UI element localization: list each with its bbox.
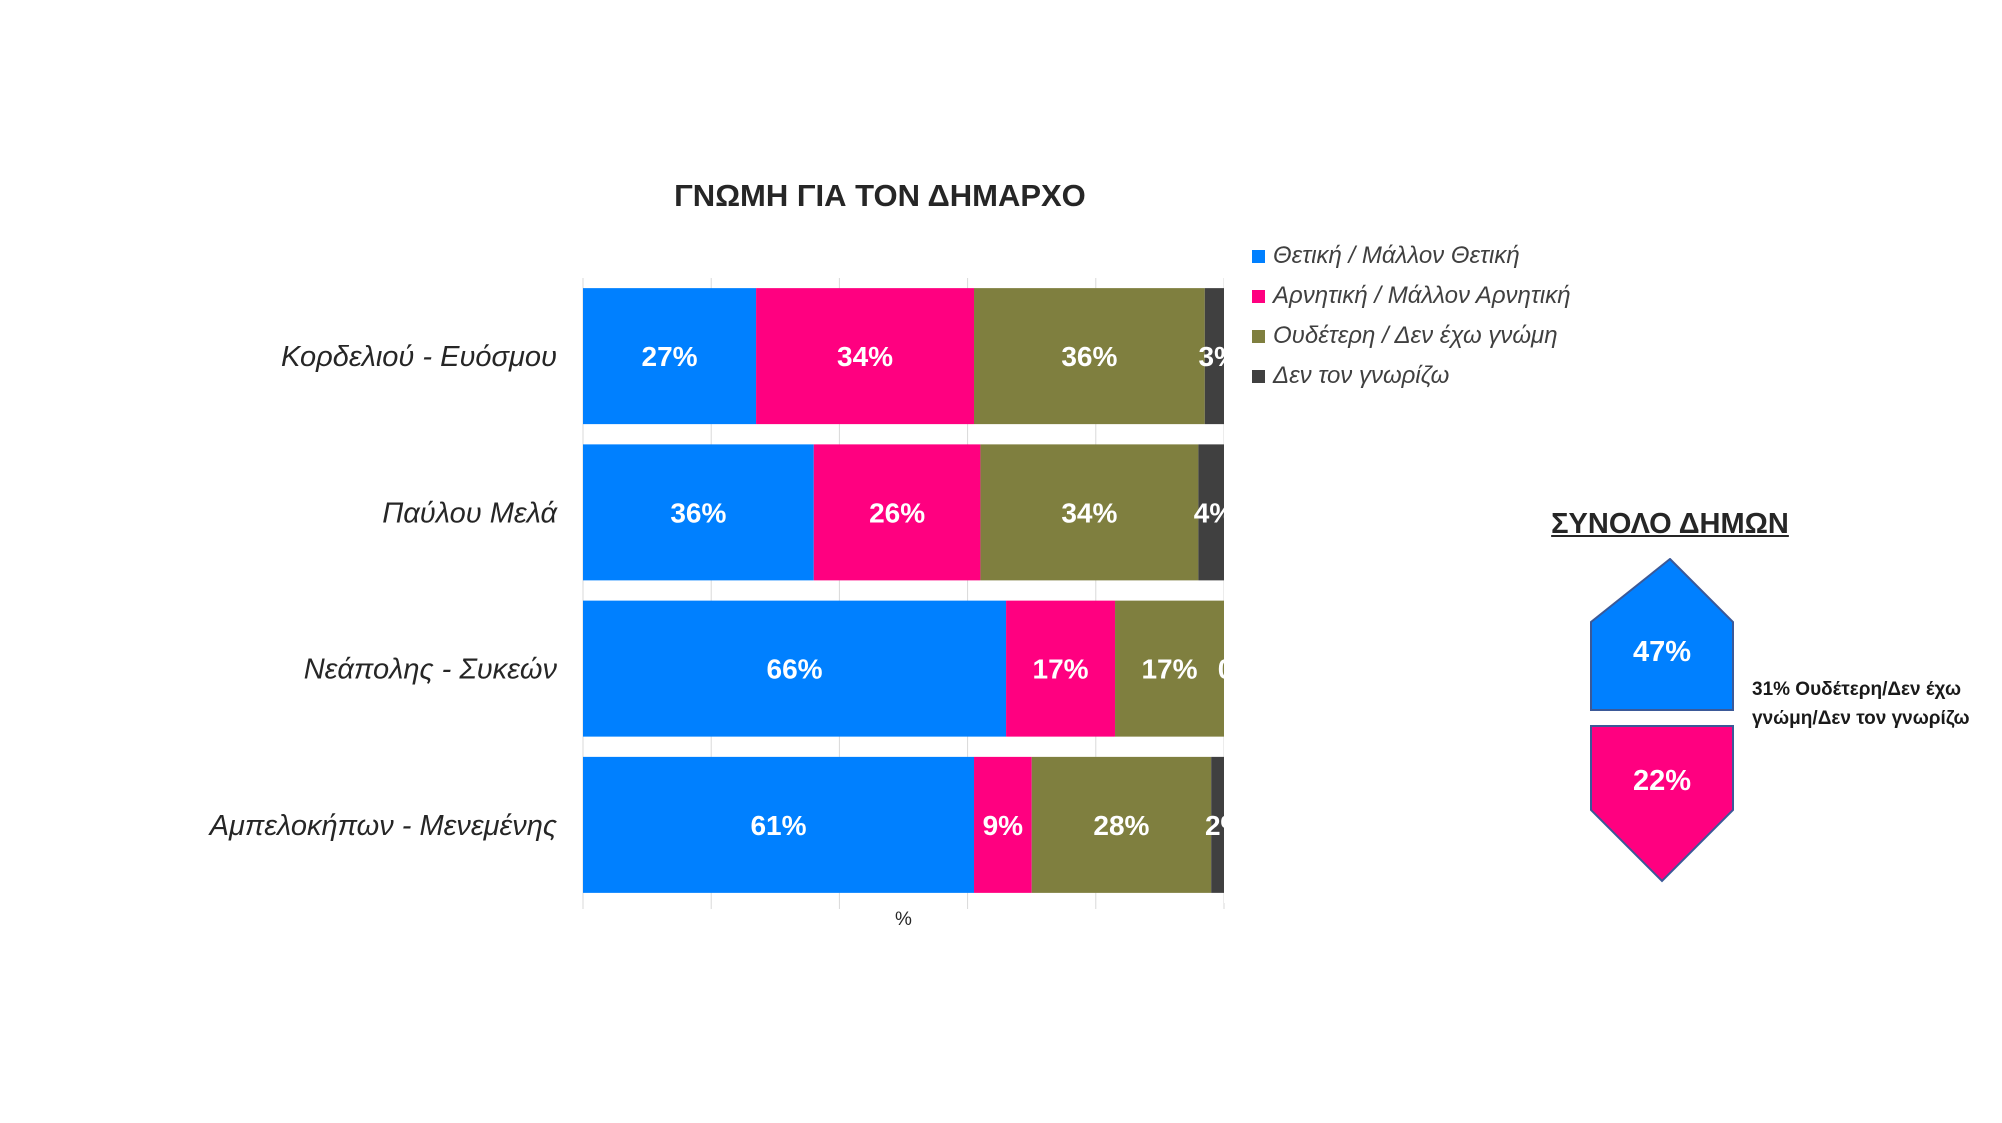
legend-item: Δεν τον γνωρίζω xyxy=(1252,356,1571,396)
data-label: 66% xyxy=(767,654,823,685)
category-label: Κορδελιού - Ευόσμου xyxy=(281,341,557,373)
summary-badges: 47% 22% xyxy=(1590,558,1734,883)
positive-total-value: 47% xyxy=(1633,636,1691,668)
bar-segment xyxy=(583,600,1007,737)
bar-segment xyxy=(1031,756,1212,893)
category-label: Νεάπολης - Συκεών xyxy=(304,654,558,686)
bar-segment xyxy=(1198,444,1224,581)
legend-label: Θετική / Μάλλον Θετική xyxy=(1273,242,1520,269)
bar-segment xyxy=(974,756,1032,893)
summary-note: 31% Ουδέτερη/Δεν έχω γνώμη/Δεν τον γνωρί… xyxy=(1752,679,1970,729)
data-label: 36% xyxy=(1061,341,1117,372)
legend-label: Ουδέτερη / Δεν έχω γνώμη xyxy=(1273,322,1558,349)
bar-segment xyxy=(1006,600,1116,737)
legend-item: Θετική / Μάλλον Θετική xyxy=(1252,236,1571,276)
negative-total-value: 22% xyxy=(1633,765,1691,797)
x-axis-label: % xyxy=(895,909,912,930)
data-label: 34% xyxy=(837,341,893,372)
data-label: 17% xyxy=(1141,654,1197,685)
bar-segment xyxy=(1211,756,1224,893)
data-label: 26% xyxy=(869,497,925,528)
legend-swatch xyxy=(1252,369,1265,383)
summary-title: ΣΥΝΟΛΟ ΔΗΜΩΝ xyxy=(1551,508,1789,540)
legend-swatch xyxy=(1252,289,1265,303)
category-label: Αμπελοκήπων - Μενεμένης xyxy=(208,810,558,842)
legend-swatch xyxy=(1252,249,1265,263)
negative-total-badge xyxy=(1590,725,1734,883)
data-label: 36% xyxy=(670,497,726,528)
positive-total-badge xyxy=(1590,558,1734,711)
bar-segment xyxy=(980,444,1199,581)
bar-segment xyxy=(1115,600,1224,737)
chart-title: ΓΝΩΜΗ ΓΙΑ ΤΟΝ ΔΗΜΑΡΧΟ xyxy=(674,178,1086,213)
chart-legend: Θετική / Μάλλον Θετική Αρνητική / Μάλλον … xyxy=(1252,236,1571,396)
bar-segment xyxy=(974,288,1205,425)
legend-label: Δεν τον γνωρίζω xyxy=(1273,362,1450,389)
bar-segment xyxy=(756,288,975,425)
legend-item: Ουδέτερη / Δεν έχω γνώμη xyxy=(1252,316,1571,356)
bar-segment xyxy=(813,444,981,581)
stacked-bar-chart: Κορδελιού - Ευόσμου 27% 34% 36% 3%Παύλου Μελ… xyxy=(207,278,1225,930)
legend-swatch xyxy=(1252,329,1265,343)
data-label: 17% xyxy=(1033,654,1089,685)
data-label: 9% xyxy=(983,810,1024,841)
data-label: 61% xyxy=(750,810,806,841)
legend-label: Αρνητική / Μάλλον Αρνητική xyxy=(1273,282,1571,309)
bar-segment xyxy=(583,756,975,893)
category-label: Παύλου Μελά xyxy=(382,497,558,529)
bar-segment xyxy=(583,288,757,425)
data-label: 34% xyxy=(1061,497,1117,528)
data-label: 27% xyxy=(642,341,698,372)
data-label: 28% xyxy=(1093,810,1149,841)
bar-segment xyxy=(1204,288,1224,425)
legend-item: Αρνητική / Μάλλον Αρνητική xyxy=(1252,276,1571,316)
bar-segment xyxy=(583,444,814,581)
